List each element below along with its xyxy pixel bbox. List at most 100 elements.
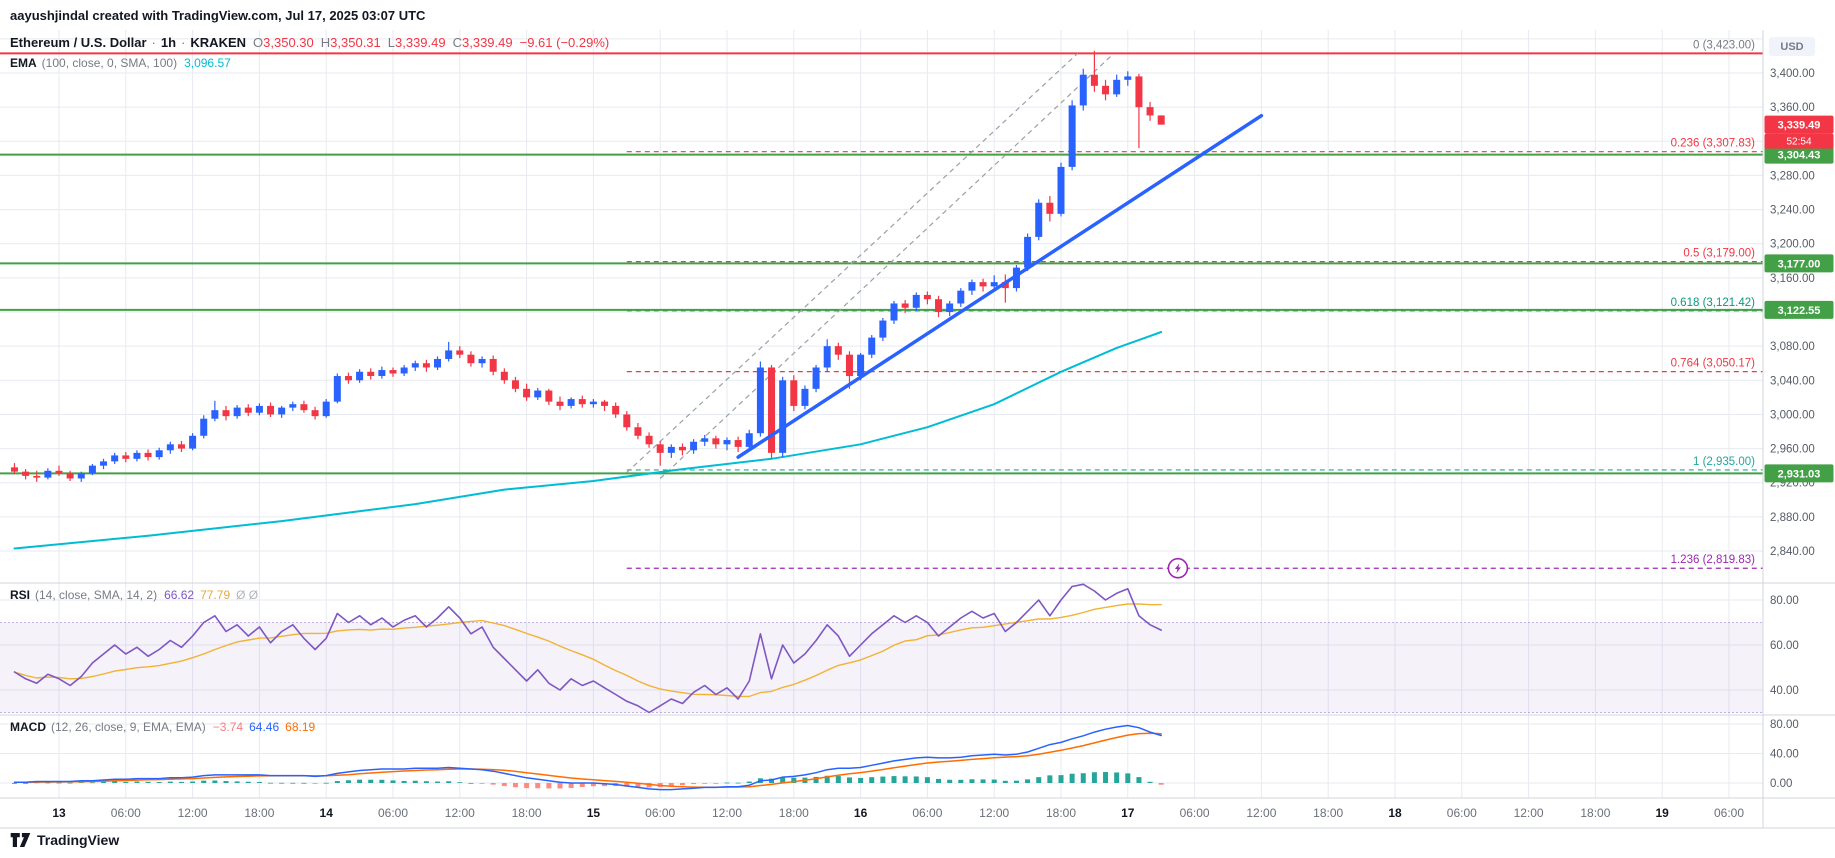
svg-text:0.5 (3,179.00): 0.5 (3,179.00) xyxy=(1683,248,1755,260)
fib-labels: 0 (3,423.00) 0.236 (3,307.83) 0.5 (3,179.0… xyxy=(1671,39,1756,566)
svg-text:18:00: 18:00 xyxy=(1580,806,1610,820)
macd-signal-value: 68.19 xyxy=(285,720,316,734)
ema-indicator-name: EMA xyxy=(10,56,37,70)
svg-text:0 (3,423.00): 0 (3,423.00) xyxy=(1693,39,1755,51)
svg-text:12:00: 12:00 xyxy=(445,806,475,820)
svg-text:2,880.00: 2,880.00 xyxy=(1770,512,1815,524)
symbol-name: Ethereum / U.S. Dollar xyxy=(10,35,147,50)
tradingview-mark-icon xyxy=(10,833,31,847)
macd-legend: MACD (12, 26, close, 9, EMA, EMA) −3.74 … xyxy=(10,720,315,734)
svg-text:12:00: 12:00 xyxy=(178,806,208,820)
ema-params: (100, close, 0, SMA, 100) xyxy=(41,56,178,70)
gridlines xyxy=(0,30,1763,798)
svg-text:18:00: 18:00 xyxy=(244,806,274,820)
change-value: −9.61 (−0.29%) xyxy=(519,35,610,50)
svg-text:3,304.43: 3,304.43 xyxy=(1778,150,1821,162)
svg-text:0.618 (3,121.42): 0.618 (3,121.42) xyxy=(1671,297,1756,309)
svg-text:06:00: 06:00 xyxy=(645,806,675,820)
high-label: H xyxy=(320,35,331,50)
open-label: O xyxy=(253,35,264,50)
svg-text:2,960.00: 2,960.00 xyxy=(1770,444,1815,456)
ema-line xyxy=(13,331,1163,550)
svg-text:40.00: 40.00 xyxy=(1770,685,1799,697)
svg-text:80.00: 80.00 xyxy=(1770,595,1799,607)
svg-text:12:00: 12:00 xyxy=(1246,806,1276,820)
svg-text:52:54: 52:54 xyxy=(1786,137,1811,148)
low-label: L xyxy=(387,35,395,50)
high-value: 3,350.31 xyxy=(330,35,381,50)
close-value: 3,339.49 xyxy=(462,35,513,50)
currency-badge xyxy=(1769,37,1815,56)
macd-params: (12, 26, close, 9, EMA, EMA) xyxy=(51,720,206,734)
svg-text:12:00: 12:00 xyxy=(979,806,1009,820)
close-label: C xyxy=(452,35,462,50)
rsi-empty-values: Ø Ø xyxy=(236,588,259,602)
svg-text:06:00: 06:00 xyxy=(378,806,408,820)
svg-text:3,280.00: 3,280.00 xyxy=(1770,170,1815,182)
rsi-params: (14, close, SMA, 14, 2) xyxy=(35,588,158,602)
exchange-label: KRAKEN xyxy=(190,35,247,50)
pane-separators xyxy=(0,582,1835,829)
trend-channel xyxy=(626,52,1112,479)
svg-text:3,080.00: 3,080.00 xyxy=(1770,341,1815,353)
svg-text:3,200.00: 3,200.00 xyxy=(1770,239,1815,251)
tradingview-logo[interactable]: TradingView xyxy=(10,832,119,848)
separator-dot: · xyxy=(151,35,156,50)
interval-label: 1h xyxy=(160,35,177,50)
svg-text:06:00: 06:00 xyxy=(1180,806,1210,820)
svg-text:18:00: 18:00 xyxy=(512,806,542,820)
svg-text:60.00: 60.00 xyxy=(1770,640,1799,652)
svg-text:USD: USD xyxy=(1780,41,1803,53)
svg-text:3,000.00: 3,000.00 xyxy=(1770,409,1815,421)
svg-text:0.764 (3,050.17): 0.764 (3,050.17) xyxy=(1671,358,1756,370)
rsi-line xyxy=(13,583,1162,714)
svg-text:3,339.49: 3,339.49 xyxy=(1778,120,1821,132)
lightning-bolt-icon xyxy=(1167,557,1189,579)
svg-text:3,040.00: 3,040.00 xyxy=(1770,375,1815,387)
svg-text:19: 19 xyxy=(1656,806,1670,820)
macd-line-value: 64.46 xyxy=(249,720,280,734)
svg-text:40.00: 40.00 xyxy=(1770,749,1799,761)
svg-text:18:00: 18:00 xyxy=(779,806,809,820)
svg-text:06:00: 06:00 xyxy=(1714,806,1744,820)
macd-series xyxy=(11,724,1164,791)
time-axis[interactable]: 13 06:00 12:00 18:00 14 06:00 12:00 18:00 15 06:0… xyxy=(52,806,1744,820)
ema-legend: EMA (100, close, 0, SMA, 100) 3,096.57 xyxy=(10,56,231,70)
rsi-ma-line xyxy=(13,603,1162,698)
svg-text:0.236 (3,307.83): 0.236 (3,307.83) xyxy=(1671,138,1756,150)
rsi-legend: RSI (14, close, SMA, 14, 2) 66.62 77.79 … xyxy=(10,588,258,602)
attribution-bar: aayushjindal created with TradingView.co… xyxy=(0,0,1835,30)
svg-text:3,177.00: 3,177.00 xyxy=(1778,258,1821,270)
svg-text:17: 17 xyxy=(1121,806,1135,820)
svg-text:06:00: 06:00 xyxy=(912,806,942,820)
svg-text:1.236 (2,819.83): 1.236 (2,819.83) xyxy=(1671,554,1756,566)
low-value: 3,339.49 xyxy=(395,35,446,50)
rsi-indicator-name: RSI xyxy=(10,588,31,602)
macd-indicator-name: MACD xyxy=(10,720,46,734)
price-badges: 3,304.43 3,177.00 3,122.55 2,931.03 3,339.49… xyxy=(1764,115,1834,483)
svg-text:3,400.00: 3,400.00 xyxy=(1770,68,1815,80)
symbol-legend: Ethereum / U.S. Dollar · 1h · KRAKEN O 3,… xyxy=(10,35,609,50)
svg-text:16: 16 xyxy=(854,806,868,820)
support-resistance-lines xyxy=(0,153,1763,475)
svg-text:13: 13 xyxy=(52,806,66,820)
svg-text:06:00: 06:00 xyxy=(1447,806,1477,820)
rsi-value: 66.62 xyxy=(164,588,195,602)
svg-text:18:00: 18:00 xyxy=(1046,806,1076,820)
svg-text:3,122.55: 3,122.55 xyxy=(1778,305,1821,317)
trendline xyxy=(736,113,1264,459)
svg-text:14: 14 xyxy=(320,806,334,820)
svg-text:12:00: 12:00 xyxy=(1514,806,1544,820)
svg-text:15: 15 xyxy=(587,806,601,820)
separator-dot: · xyxy=(181,35,186,50)
tradingview-wordmark: TradingView xyxy=(37,832,120,848)
svg-text:0.00: 0.00 xyxy=(1770,778,1792,790)
svg-text:1 (2,935.00): 1 (2,935.00) xyxy=(1693,456,1755,468)
svg-text:18: 18 xyxy=(1388,806,1402,820)
open-value: 3,350.30 xyxy=(263,35,314,50)
svg-text:2,931.03: 2,931.03 xyxy=(1778,468,1821,480)
svg-text:06:00: 06:00 xyxy=(111,806,141,820)
rsi-ma-value: 77.79 xyxy=(200,588,231,602)
ema-value: 3,096.57 xyxy=(184,56,231,70)
